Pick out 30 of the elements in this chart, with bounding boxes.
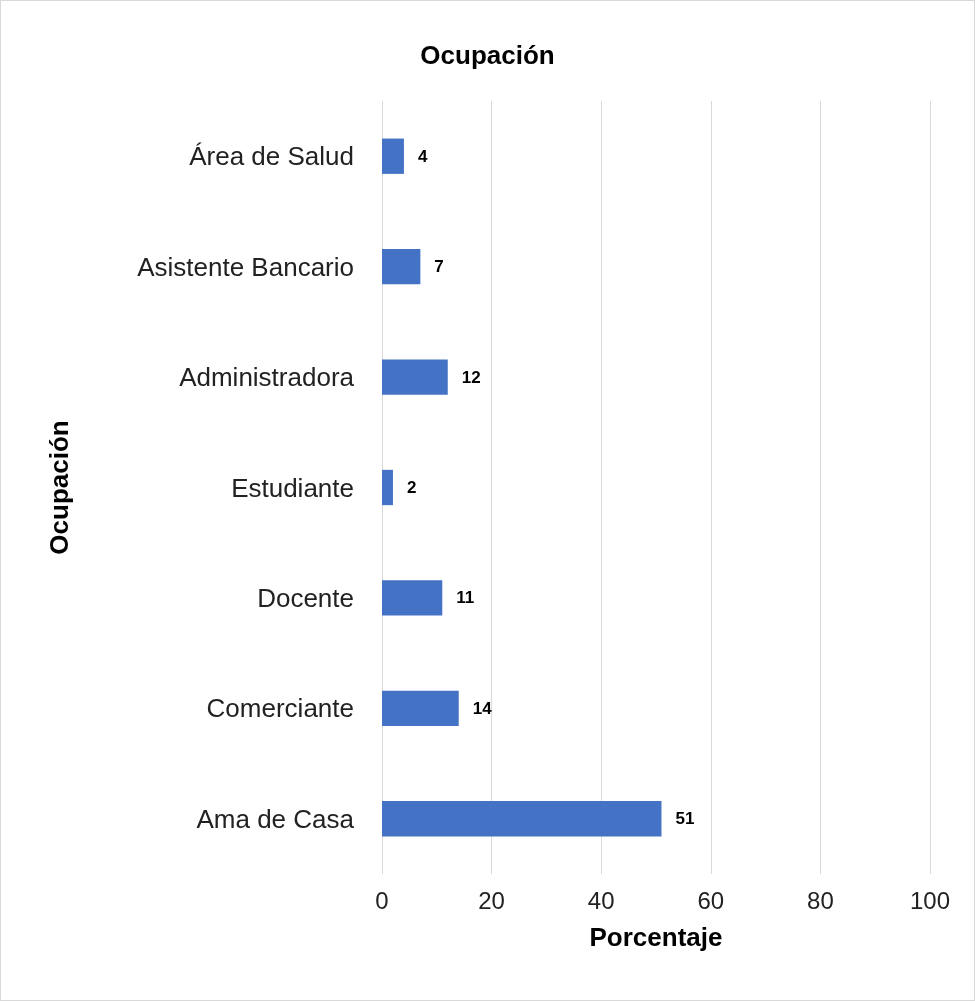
data-label: 2 [406,478,417,497]
bar [382,690,459,727]
x-axis-title: Porcentaje [589,922,723,952]
y-axis-title: Ocupación [44,420,74,555]
y-tick-label: Docente [257,582,354,613]
y-tick-label: Ama de Casa [196,803,355,834]
bar [382,469,393,506]
bar [382,359,448,395]
y-tick-label: Estudiante [231,472,354,503]
x-tick-label: 100 [909,886,951,914]
x-tick-label: 0 [375,886,389,914]
y-tick-label: Asistente Bancario [137,251,354,282]
data-label: 7 [434,257,444,277]
data-label: 51 [675,809,695,829]
bar [382,248,421,285]
data-label: 11 [456,588,475,608]
data-label: 4 [417,146,428,166]
bar [382,580,443,616]
bar [382,138,404,174]
y-tick-label: Área de Salud [189,141,354,172]
data-label: 14 [472,698,493,718]
x-tick-label: 40 [587,886,615,914]
data-label: 12 [461,367,481,387]
y-tick-label: Administradora [179,362,355,393]
x-tick-label: 20 [478,886,505,914]
bar [382,801,662,837]
chart-title: Ocupación [420,40,555,70]
x-tick-label: 60 [697,886,725,914]
y-tick-label: Comerciante [206,693,354,724]
x-tick-label: 80 [807,886,834,914]
